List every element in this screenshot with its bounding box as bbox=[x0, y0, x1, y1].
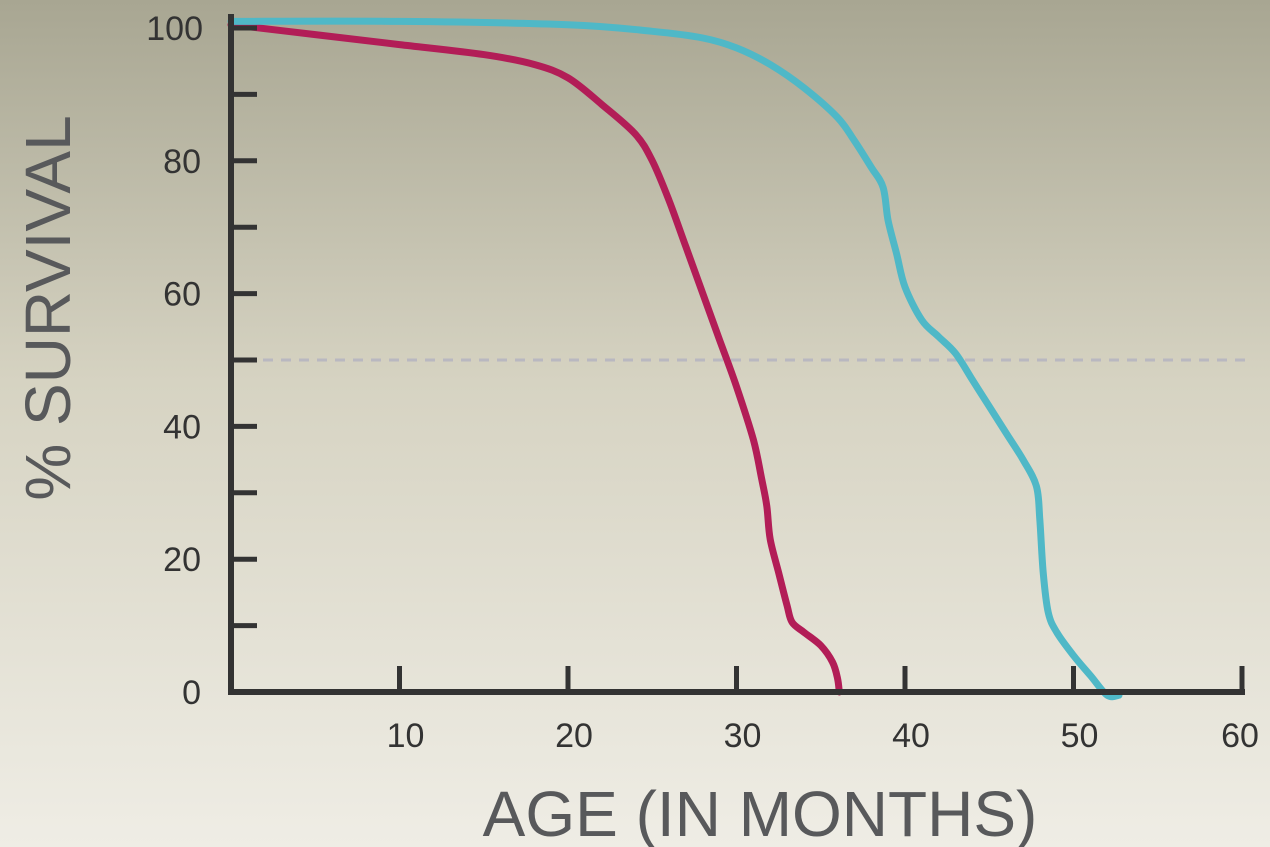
y-tick-label: 0 bbox=[182, 674, 201, 712]
x-tick-label: 20 bbox=[555, 717, 593, 755]
y-tick-label: 20 bbox=[163, 541, 201, 579]
x-tick-label: 60 bbox=[1221, 717, 1259, 755]
series-layer bbox=[227, 17, 1123, 701]
y-tick-label: 80 bbox=[163, 143, 201, 181]
x-tick-label: 40 bbox=[892, 717, 930, 755]
x-tick-label: 10 bbox=[387, 717, 425, 755]
survival-curve-1 bbox=[227, 21, 843, 696]
survival-curve-2 bbox=[227, 17, 1123, 701]
tick-layer: 0 20 40 60 80 100 10 20 30 40 50 60 bbox=[146, 10, 1259, 755]
y-tick-label: 100 bbox=[146, 10, 203, 48]
axes bbox=[228, 14, 1245, 695]
y-tick-label: 40 bbox=[163, 408, 201, 446]
y-axis-title: % SURVIVAL bbox=[12, 115, 84, 500]
y-tick-label: 60 bbox=[163, 276, 201, 314]
x-axis-title: AGE (IN MONTHS) bbox=[483, 778, 1038, 847]
x-tick-label: 30 bbox=[724, 717, 762, 755]
x-tick-label: 50 bbox=[1061, 717, 1099, 755]
